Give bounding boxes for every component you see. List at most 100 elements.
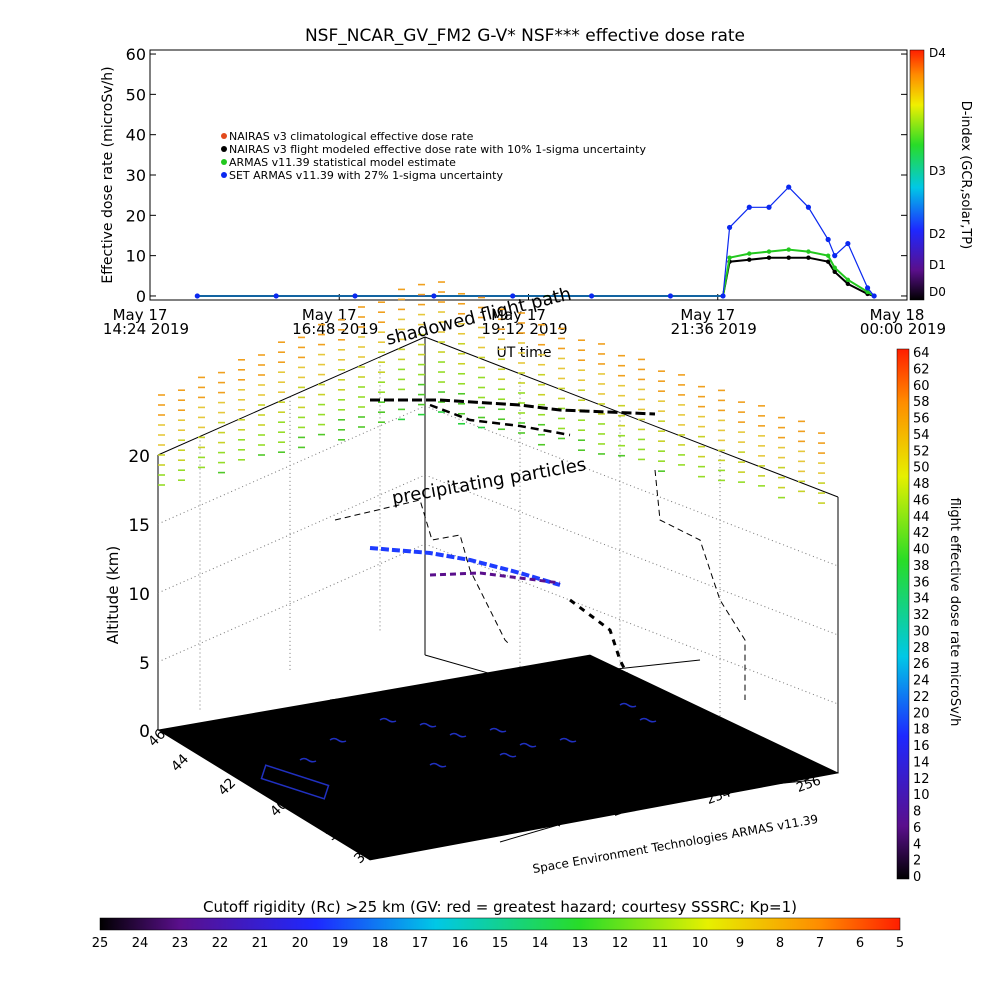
dose-colorbar-tick-label: 22	[913, 690, 930, 705]
grid-line	[157, 543, 426, 663]
top-x-tick-label: May 17	[680, 306, 735, 324]
series-point	[766, 204, 772, 210]
series-point	[786, 247, 791, 252]
rigidity-title: Cutoff rigidity (Rc) >25 km (GV: red = g…	[203, 898, 797, 916]
contour-mark	[329, 737, 347, 743]
series-point	[825, 253, 831, 258]
contour-mark	[260, 764, 330, 800]
lat-tick-label: 42	[215, 775, 239, 799]
series-point	[720, 293, 726, 299]
series-point	[667, 293, 674, 299]
rigidity-tick-label: 5	[896, 936, 904, 951]
ground-map	[156, 654, 840, 861]
legend-label: ARMAS v11.39 statistical model estimate	[229, 156, 456, 169]
top-series-group	[194, 184, 877, 299]
top-y-tick-label: 60	[126, 45, 146, 64]
series-point	[845, 277, 851, 283]
contour-mark	[489, 727, 507, 733]
rigidity-tick-label: 22	[212, 936, 229, 951]
series-point	[273, 293, 279, 299]
d-index-tick-label: D1	[929, 258, 946, 272]
series-point	[431, 293, 437, 299]
lat-tick-label: 44	[168, 751, 192, 775]
contour-mark	[379, 717, 397, 723]
d-index-axis-label: D-index (GCR,solar,TP)	[958, 101, 973, 249]
rigidity-tick-label: 23	[172, 936, 189, 951]
top-x-tick-label: 19:12 2019	[481, 320, 567, 338]
rigidity-tick-label: 11	[652, 936, 669, 951]
top-legend: NAIRAS v3 climatological effective dose …	[221, 130, 646, 182]
series-point	[806, 249, 811, 254]
rigidity-tick-label: 16	[452, 936, 469, 951]
series-line	[197, 256, 875, 297]
series-point	[747, 257, 752, 262]
top-y-tick-label: 30	[126, 166, 146, 185]
flight-track	[569, 598, 647, 706]
dose-colorbar-ticks: 0246810121416182022242628303234363840424…	[913, 346, 930, 885]
contour-mark	[519, 742, 537, 748]
series-point	[845, 240, 851, 247]
rigidity-tick-label: 6	[856, 936, 864, 951]
rigidity-tick-label: 7	[816, 936, 824, 951]
d-index-tick-label: D4	[929, 46, 946, 60]
top-x-tick-label: 00:00 2019	[860, 320, 946, 338]
series-point	[805, 204, 812, 210]
legend-marker	[221, 133, 227, 139]
rigidity-tick-label: 20	[292, 936, 309, 951]
flight-track	[369, 546, 561, 587]
dose-colorbar-tick-label: 64	[913, 346, 930, 361]
series-point	[727, 255, 732, 260]
dose-colorbar-tick-label: 26	[913, 657, 930, 672]
series-point	[825, 236, 831, 243]
legend-label: NAIRAS v3 climatological effective dose …	[229, 130, 474, 143]
top-y-tick-label: 10	[126, 247, 146, 266]
dose-colorbar-tick-label: 2	[913, 854, 921, 869]
legend-label: NAIRAS v3 flight modeled effective dose …	[229, 143, 646, 156]
dose-colorbar-tick-label: 58	[913, 395, 930, 410]
top-y-tick-label: 20	[126, 206, 146, 225]
series-point	[825, 259, 831, 264]
rigidity-tick-label: 13	[572, 936, 589, 951]
legend-marker	[221, 146, 227, 152]
dose-colorbar-tick-label: 28	[913, 641, 930, 656]
dose-colorbar-tick-label: 30	[913, 624, 930, 639]
dose-colorbar-tick-label: 0	[913, 870, 921, 885]
dose-colorbar	[896, 348, 910, 880]
contour-mark	[299, 757, 317, 763]
series-point	[747, 251, 752, 256]
map-cutoff-contours	[260, 702, 657, 800]
series-line	[197, 186, 875, 297]
dose-colorbar-tick-label: 36	[913, 575, 930, 590]
dose-rate-field	[158, 281, 825, 504]
flight-track	[370, 398, 656, 416]
top-x-tick-label: 16:48 2019	[292, 320, 378, 338]
series-line	[197, 248, 875, 297]
series-point	[588, 293, 595, 299]
dose-colorbar-label: flight effective dose rate microSv/h	[947, 498, 962, 727]
rigidity-tick-label: 14	[532, 936, 549, 951]
dose-colorbar-tick-label: 14	[913, 755, 930, 770]
dose-colorbar-tick-label: 32	[913, 608, 930, 623]
grid-line	[424, 474, 839, 636]
legend-marker	[221, 172, 227, 178]
z-tick-label: 20	[128, 447, 150, 467]
series-point	[864, 285, 871, 291]
series-point	[832, 265, 837, 270]
dose-colorbar-tick-label: 20	[913, 706, 930, 721]
dose-colorbar-tick-label: 60	[913, 379, 930, 394]
legend-marker	[221, 159, 227, 165]
rigidity-tick-label: 8	[776, 936, 784, 951]
annotation-precipitating: precipitating particles	[390, 454, 587, 509]
rigidity-tick-label: 24	[132, 936, 149, 951]
d-index-tick-label: D0	[929, 285, 946, 299]
rigidity-tick-label: 10	[692, 936, 709, 951]
contour-mark	[639, 717, 657, 723]
contour-mark	[429, 762, 447, 768]
map-state-lines	[239, 659, 816, 843]
dose-colorbar-tick-label: 54	[913, 428, 930, 443]
dose-colorbar-tick-label: 16	[913, 739, 930, 754]
top-x-tick-label: May 17	[113, 306, 168, 324]
dose-colorbar-tick-label: 24	[913, 674, 930, 689]
